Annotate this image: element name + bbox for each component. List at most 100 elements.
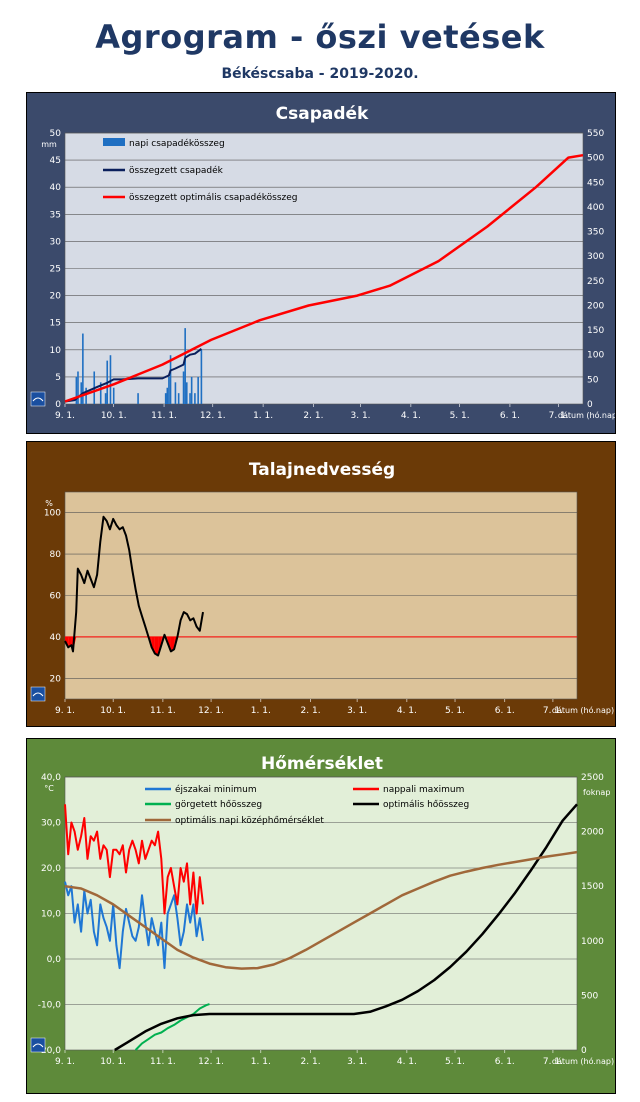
y-tick-label: 10,0 xyxy=(41,910,61,920)
y2-tick-label: 0 xyxy=(587,400,593,410)
precip-bar xyxy=(189,393,191,404)
below-threshold-fill xyxy=(154,636,159,656)
x-tick-label: 9. 1. xyxy=(55,411,75,421)
y2-tick-label: 2000 xyxy=(581,828,604,838)
y-tick-label: -10,0 xyxy=(38,1001,62,1011)
x-tick-label: 11. 1. xyxy=(151,411,177,421)
x-tick-label: 10. 1. xyxy=(101,411,127,421)
below-threshold-fill xyxy=(151,636,155,654)
x-axis-label: dátum (hó.nap) xyxy=(552,1056,614,1066)
y-tick-label: 40,0 xyxy=(41,773,61,783)
x-tick-label: 12. 1. xyxy=(200,411,226,421)
y2-tick-label: 200 xyxy=(587,301,604,311)
precip-bar xyxy=(177,393,180,404)
x-tick-label: 4. 1. xyxy=(397,1057,417,1067)
y-tick-label: 20,0 xyxy=(41,864,61,874)
y-tick-label: 35 xyxy=(50,210,61,220)
y2-tick-label: 50 xyxy=(587,375,599,385)
y-tick-label: 15 xyxy=(50,319,61,329)
x-axis-label: dátum (hó.nap) xyxy=(552,705,614,715)
precip-bar xyxy=(168,376,170,404)
soil-moisture-panel: Talajnedvesség 20 40 60 80 100% 9. 1. 10. 1. 11.… xyxy=(26,441,616,727)
legend-label: összegzett optimális csapadékösszeg xyxy=(129,192,298,203)
precip-bar xyxy=(169,355,172,404)
x-tick-label: 3. 1. xyxy=(347,706,367,716)
y2-tick-label: 400 xyxy=(587,203,604,213)
page-subtitle: Békéscsaba - 2019-2020. xyxy=(221,66,419,82)
omsz-logo-mark xyxy=(32,1043,44,1048)
x-tick-label: 2. 1. xyxy=(303,411,323,421)
precip-bar xyxy=(184,328,186,404)
precip-bar xyxy=(104,393,107,404)
legend-label: optimális hőösszeg xyxy=(383,800,469,810)
x-tick-label: 4. 1. xyxy=(397,706,417,716)
y-tick-label: 45 xyxy=(50,156,61,166)
omsz-logo xyxy=(30,686,46,702)
series-line xyxy=(64,515,204,657)
precip-bar xyxy=(137,393,139,404)
precip-bar xyxy=(185,382,188,404)
y-tick-label: 10 xyxy=(50,346,62,356)
precip-bar xyxy=(99,382,102,404)
precip-bar xyxy=(164,393,167,404)
precip-bar xyxy=(75,376,78,404)
x-tick-label: 6. 1. xyxy=(495,706,515,716)
x-tick-label: 11. 1. xyxy=(150,706,176,716)
x-tick-label: 11. 1. xyxy=(150,1057,176,1067)
precip-bar xyxy=(82,333,84,404)
y-tick-label: 20 xyxy=(50,674,62,684)
y-tick-label: 0 xyxy=(55,400,61,410)
x-tick-label: 3. 1. xyxy=(351,411,371,421)
below-threshold-fill xyxy=(148,636,152,648)
x-tick-label: 1. 1. xyxy=(251,1057,271,1067)
precip-bar xyxy=(182,371,185,404)
y2-tick-label: 300 xyxy=(587,252,604,262)
x-tick-label: 12. 1. xyxy=(198,1057,224,1067)
omsz-logo-mark xyxy=(32,397,44,402)
chart-svg: Talajnedvesség 20 40 60 80 100% 9. 1. 10. 1. 11.… xyxy=(27,442,615,726)
x-tick-label: 6. 1. xyxy=(500,411,520,421)
x-tick-label: 10. 1. xyxy=(100,1057,126,1067)
chart-svg: Csapadék05101520253035404550mm0501001502… xyxy=(27,93,615,433)
y2-tick-label: 250 xyxy=(587,277,604,287)
precip-bar xyxy=(200,349,203,404)
series-line xyxy=(64,804,204,915)
temperature-panel: Hőmérséklet -20,0 -10,0 0,0 10,0 20,0 30,0 40,0… xyxy=(26,738,616,1094)
series-line xyxy=(64,348,203,403)
y2-tick-label: 1500 xyxy=(581,882,604,892)
precip-bar xyxy=(109,355,112,404)
x-tick-label: 5. 1. xyxy=(445,1057,465,1067)
precip-bar xyxy=(197,376,199,404)
below-threshold-fill xyxy=(170,636,175,652)
y-axis-label: % xyxy=(45,499,53,508)
precip-bar xyxy=(194,393,196,404)
precip-bar xyxy=(85,387,87,404)
y-axis-label: mm xyxy=(41,140,57,149)
legend-label: nappali maximum xyxy=(383,785,464,795)
series-line xyxy=(64,153,584,403)
x-tick-label: 12. 1. xyxy=(198,706,224,716)
y2-tick-label: 150 xyxy=(587,326,604,336)
chart-svg: Hőmérséklet -20,0 -10,0 0,0 10,0 20,0 30,0 40,0… xyxy=(27,739,615,1093)
y2-tick-label: 0 xyxy=(581,1046,587,1056)
legend-label: optimális napi középhőmérséklet xyxy=(175,815,324,826)
y2-tick-label: 100 xyxy=(587,351,604,361)
y-tick-label: 100 xyxy=(44,509,61,519)
legend-label: görgetett hőösszeg xyxy=(175,800,262,810)
x-tick-label: 6. 1. xyxy=(495,1057,515,1067)
x-axis-label: dátum (hó.nap) xyxy=(558,410,615,420)
precip-bar xyxy=(80,382,83,404)
series-line xyxy=(134,1003,210,1051)
x-tick-label: 7. 1. xyxy=(543,1057,563,1067)
x-tick-label: 4. 1. xyxy=(401,411,421,421)
x-tick-label: 7. 1. xyxy=(549,411,569,421)
series-line xyxy=(64,850,578,970)
y-tick-label: 30 xyxy=(50,237,62,247)
legend-swatch xyxy=(103,138,125,146)
x-tick-label: 1. 1. xyxy=(251,706,271,716)
x-tick-label: 9. 1. xyxy=(55,706,75,716)
page-title: Agrogram - őszi vetések xyxy=(95,18,545,56)
legend-label: napi csapadékösszeg xyxy=(129,138,225,149)
legend-label: összegzett csapadék xyxy=(129,165,224,176)
x-tick-label: 7. 1. xyxy=(543,706,563,716)
